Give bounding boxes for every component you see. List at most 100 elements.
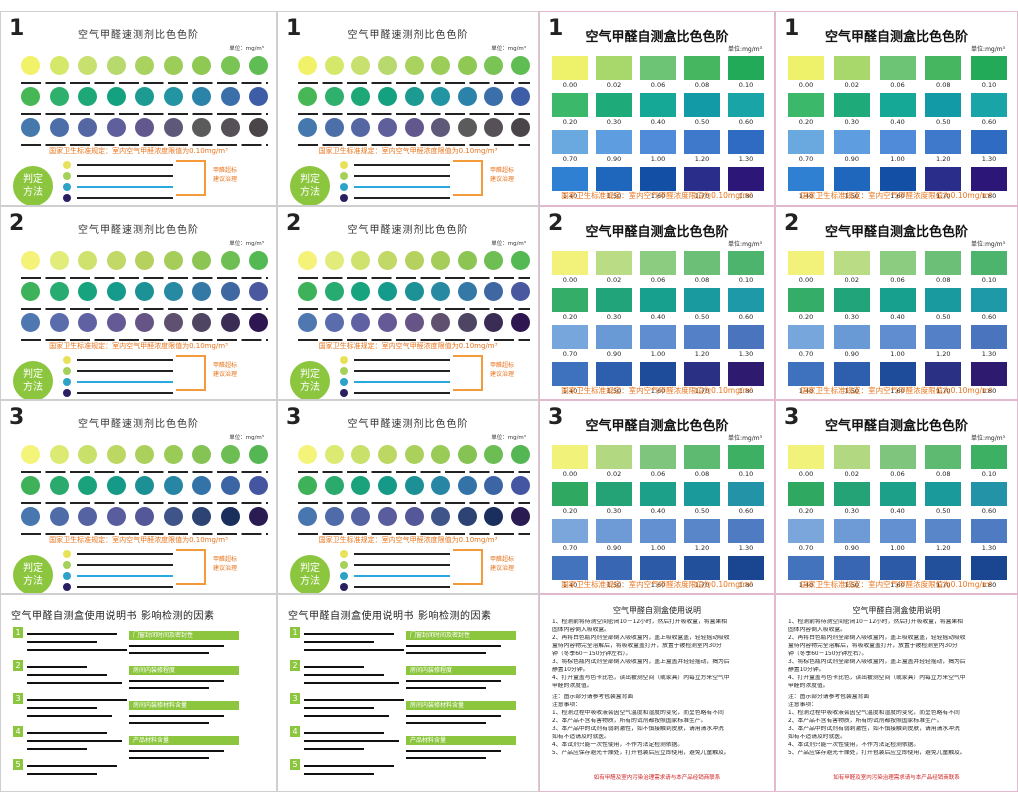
text-line bbox=[406, 645, 501, 647]
color-dot bbox=[298, 507, 317, 526]
color-swatch bbox=[925, 519, 962, 543]
text-line bbox=[304, 633, 394, 635]
color-dot bbox=[484, 507, 504, 526]
exceed-advice-text: 甲醛超标 建议治理 bbox=[213, 556, 238, 572]
color-dot bbox=[249, 118, 268, 137]
legend-line bbox=[77, 196, 173, 199]
factor-tag: 门窗封闭时间及密封性 bbox=[129, 631, 239, 640]
color-dot bbox=[484, 251, 504, 270]
bracket-mark bbox=[453, 549, 483, 585]
color-swatch bbox=[788, 325, 824, 349]
concentration-label: 1.80 bbox=[981, 387, 997, 395]
unit-label: 单位:mg/m³ bbox=[971, 46, 1005, 53]
instruction-title: 空气甲醛自测盒使用说明 bbox=[852, 606, 941, 615]
swatch-label-row: 1.40 1.50 1.60 1.70 1.80 bbox=[552, 386, 764, 396]
color-dot bbox=[21, 118, 40, 137]
factor-tag: 产品材料含量 bbox=[129, 736, 239, 745]
color-dot bbox=[21, 313, 40, 332]
color-dot bbox=[21, 445, 40, 464]
concentration-label: 0.02 bbox=[844, 276, 859, 284]
concentration-label: 1.50 bbox=[606, 192, 622, 200]
bracket-mark bbox=[176, 355, 206, 391]
color-swatch bbox=[684, 519, 720, 543]
color-dot bbox=[431, 476, 451, 495]
color-dot bbox=[377, 476, 397, 495]
instruction-line: 4、打开盒盖与色卡比色，读出被测空间（或家具）内每立方米空气中 bbox=[788, 674, 966, 681]
color-dot bbox=[298, 87, 317, 106]
text-line bbox=[129, 750, 224, 752]
legend-line bbox=[77, 585, 173, 588]
note-line: 如有不适请及时就医。 bbox=[552, 734, 610, 741]
color-dot bbox=[163, 56, 183, 75]
concentration-label: 0.10 bbox=[738, 470, 754, 478]
color-swatch bbox=[971, 130, 1007, 154]
concentration-label: 1.00 bbox=[890, 544, 905, 552]
color-dot bbox=[457, 445, 477, 464]
color-swatch bbox=[925, 362, 962, 386]
color-dot bbox=[220, 251, 240, 270]
step-number: 4 bbox=[13, 726, 23, 737]
legend-dot bbox=[340, 377, 348, 386]
color-swatch bbox=[552, 556, 588, 580]
legend-dot bbox=[340, 582, 348, 591]
color-dot bbox=[431, 251, 451, 270]
card-title: 空气甲醛自测盒比色色阶 bbox=[585, 30, 729, 45]
color-swatch bbox=[879, 519, 916, 543]
color-swatch bbox=[879, 445, 916, 469]
concentration-label: 0.08 bbox=[694, 470, 710, 478]
text-line bbox=[27, 765, 117, 767]
color-swatch bbox=[879, 167, 916, 191]
instruction-line: 静置10分钟。 bbox=[552, 666, 589, 673]
legend-row bbox=[63, 376, 173, 387]
swatch-row bbox=[552, 251, 764, 275]
color-swatch bbox=[833, 93, 870, 117]
legend-dot bbox=[340, 182, 348, 191]
concentration-label: 0.60 bbox=[738, 507, 754, 515]
swatch-row bbox=[552, 362, 764, 386]
color-swatch bbox=[552, 445, 588, 469]
swatch-label-row: 0.20 0.30 0.40 0.50 0.60 bbox=[788, 506, 1007, 516]
color-dot bbox=[377, 507, 397, 526]
swatch-chart-card: 1 空气甲醛自测盒比色色阶 单位:mg/m³ 0.00 0.02 0.06 0.08 0.10… bbox=[539, 11, 775, 206]
color-swatch bbox=[640, 56, 676, 80]
concentration-label: 0.08 bbox=[694, 276, 710, 284]
color-dot bbox=[192, 56, 211, 75]
dot-row bbox=[21, 56, 268, 84]
concentration-label: 0.90 bbox=[844, 350, 859, 358]
instruction-card: 空气甲醛自测盒使用说明 1、检测前将待测空间密闭10－12小时，然后打开吸收盒，将… bbox=[775, 594, 1018, 792]
color-dot bbox=[135, 476, 154, 495]
color-dot bbox=[484, 118, 504, 137]
color-swatch bbox=[684, 93, 720, 117]
concentration-label: 1.20 bbox=[694, 544, 710, 552]
concentration-label: 0.08 bbox=[694, 81, 710, 89]
legend-line bbox=[77, 552, 173, 555]
color-dot bbox=[324, 87, 344, 106]
color-swatch bbox=[925, 167, 962, 191]
color-swatch bbox=[596, 251, 632, 275]
legend-row bbox=[63, 365, 173, 376]
instruction-line: 1、检测前将待测空间密闭10－12小时，然后打开吸收盒，将盒果相 bbox=[788, 619, 963, 625]
standard-limit-text: 国家卫生标准规定：室内空气甲醛浓度限值为0.10mg/m³ bbox=[318, 536, 498, 544]
text-line bbox=[304, 699, 404, 701]
color-dot bbox=[21, 476, 40, 495]
swatch-row bbox=[552, 556, 764, 580]
color-dot bbox=[484, 476, 504, 495]
color-swatch bbox=[833, 482, 870, 506]
text-line bbox=[129, 652, 209, 654]
bracket-mark bbox=[176, 549, 206, 585]
color-swatch bbox=[971, 251, 1007, 275]
judge-method-badge: 判定 方法 bbox=[13, 361, 53, 399]
unit-label: 单位：mg/m³ bbox=[491, 46, 526, 52]
unit-label: 单位:mg/m³ bbox=[971, 435, 1005, 442]
card-number: 1 bbox=[9, 16, 25, 41]
legend-line bbox=[354, 552, 450, 555]
text-line bbox=[406, 680, 501, 682]
judge-method-badge: 判定 方法 bbox=[290, 166, 330, 205]
color-dot bbox=[192, 282, 211, 301]
color-dot bbox=[404, 87, 424, 106]
swatch-row bbox=[788, 362, 1007, 386]
judge-method-badge: 判定 方法 bbox=[13, 166, 53, 205]
color-swatch bbox=[684, 130, 720, 154]
color-swatch bbox=[596, 445, 632, 469]
legend-line bbox=[77, 574, 173, 577]
